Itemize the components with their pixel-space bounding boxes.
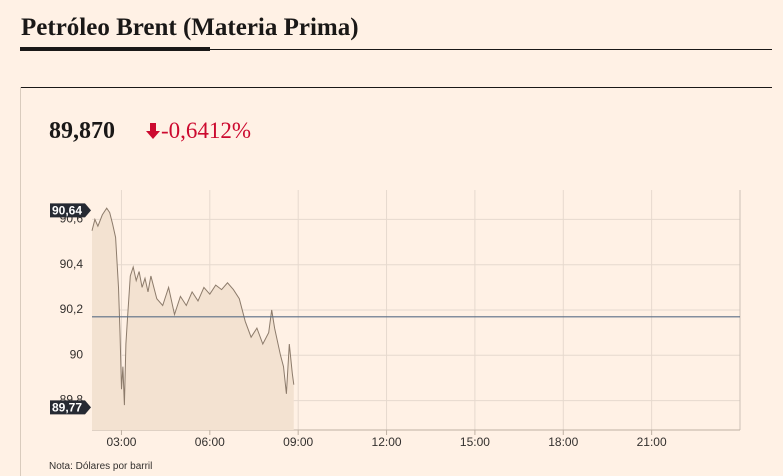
box-border	[20, 87, 772, 88]
extreme-badge	[50, 400, 91, 415]
area-fill	[92, 208, 294, 430]
page-title: Petróleo Brent (Materia Prima)	[21, 14, 359, 41]
extreme-label: 89,77	[52, 401, 82, 415]
box-border	[20, 87, 21, 476]
title-underline	[20, 47, 210, 51]
y-tick-label: 90,6	[60, 212, 84, 226]
y-tick-label: 90	[70, 347, 84, 361]
price: 89,870	[49, 118, 115, 144]
price-line	[91, 207, 295, 406]
x-tick-label: 12:00	[372, 435, 402, 449]
price-change: -0,6412%	[145, 118, 251, 144]
note: Nota: Dólares por barril	[49, 461, 153, 472]
x-tick-label: 21:00	[637, 435, 667, 449]
change-text: -0,6412%	[161, 118, 252, 143]
extreme-badge	[50, 203, 91, 218]
down-arrow	[146, 123, 160, 139]
x-tick-label: 06:00	[195, 435, 225, 449]
y-tick-label: 90,4	[60, 257, 84, 271]
y-tick-label: 89,8	[60, 393, 84, 407]
y-tick-label: 90,2	[60, 302, 84, 316]
x-tick-label: 18:00	[548, 435, 578, 449]
x-tick-label: 09:00	[283, 435, 313, 449]
extreme-label: 90,64	[52, 204, 82, 218]
x-tick-label: 15:00	[460, 435, 490, 449]
x-tick-label: 03:00	[106, 435, 136, 449]
title-rule	[20, 49, 772, 50]
